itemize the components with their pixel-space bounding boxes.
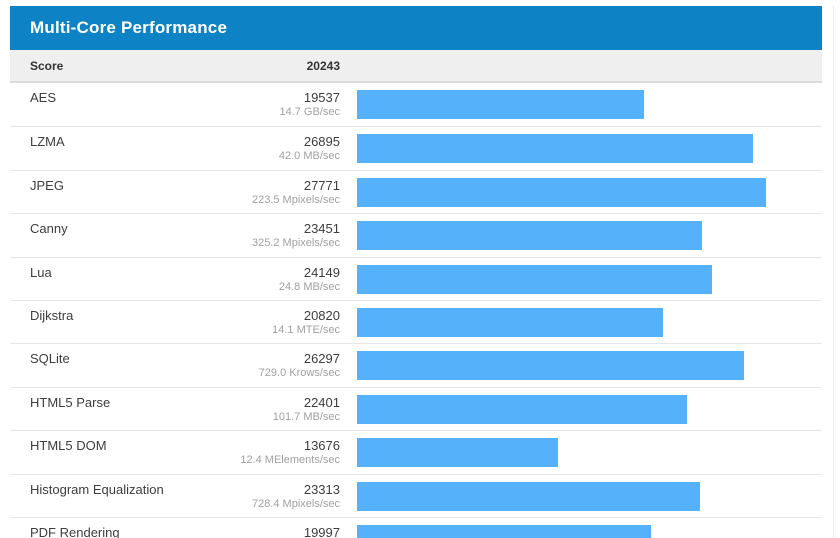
multi-core-performance-panel: Multi-Core Performance Score 20243 AES 1… xyxy=(10,6,822,538)
test-score-cell: 19537 14.7 GB/sec xyxy=(215,83,340,126)
test-score-cell: 24149 24.8 MB/sec xyxy=(215,258,340,300)
test-score-value: 20820 xyxy=(303,307,340,323)
table-row: Lua 24149 24.8 MB/sec xyxy=(10,256,822,300)
bar-track xyxy=(357,214,822,256)
table-row: HTML5 Parse 22401 101.7 MB/sec xyxy=(10,386,822,431)
table-row: JPEG 27771 223.5 Mpixels/sec xyxy=(10,169,822,214)
test-score-value: 19997 xyxy=(303,524,340,538)
benchmark-rows: AES 19537 14.7 GB/sec LZMA 26895 42.0 MB… xyxy=(10,83,822,538)
test-score-cell: 22401 101.7 MB/sec xyxy=(215,388,340,430)
test-score-unit: 24.8 MB/sec xyxy=(278,280,340,293)
bar-track xyxy=(357,431,822,473)
test-name: AES xyxy=(30,90,57,105)
score-bar xyxy=(357,177,766,207)
table-row: AES 19537 14.7 GB/sec xyxy=(10,83,822,127)
test-score-value: 13676 xyxy=(303,438,340,454)
bar-track xyxy=(357,301,822,343)
score-bar xyxy=(357,481,701,511)
score-bar xyxy=(357,221,703,251)
score-bar xyxy=(357,307,664,337)
bar-track xyxy=(357,171,822,213)
bar-track xyxy=(357,388,822,430)
test-score-cell: 19997 xyxy=(215,518,340,538)
panel-title: Multi-Core Performance xyxy=(10,6,822,50)
overall-score-value: 20243 xyxy=(306,58,340,73)
test-score-unit: 729.0 Krows/sec xyxy=(258,367,340,380)
table-row: LZMA 26895 42.0 MB/sec xyxy=(10,126,822,170)
score-bar xyxy=(357,264,713,294)
test-name: LZMA xyxy=(30,134,65,150)
test-score-value: 23451 xyxy=(303,221,340,237)
score-bar xyxy=(357,351,744,381)
table-row: Histogram Equalization 23313 728.4 Mpixe… xyxy=(10,473,822,517)
page-right-edge-divider xyxy=(833,6,834,538)
test-name: JPEG xyxy=(30,177,64,193)
test-score-cell: 20820 14.1 MTE/sec xyxy=(215,301,340,343)
bar-track xyxy=(357,83,822,126)
test-score-unit: 14.7 GB/sec xyxy=(279,106,340,118)
bar-track xyxy=(357,258,822,300)
table-row: PDF Rendering 19997 xyxy=(10,516,822,538)
test-name: HTML5 Parse xyxy=(30,394,111,410)
test-score-cell: 23451 325.2 Mpixels/sec xyxy=(215,214,340,256)
score-bar xyxy=(357,90,645,119)
test-score-unit: 223.5 Mpixels/sec xyxy=(251,193,340,206)
test-score-unit: 101.7 MB/sec xyxy=(272,410,340,423)
test-score-value: 19537 xyxy=(303,90,340,105)
test-score-cell: 23313 728.4 Mpixels/sec xyxy=(215,475,340,517)
table-row: SQLite 26297 729.0 Krows/sec xyxy=(10,343,822,387)
test-name: Lua xyxy=(30,264,52,280)
test-score-unit: 12.4 MElements/sec xyxy=(240,454,340,467)
table-row: Dijkstra 20820 14.1 MTE/sec xyxy=(10,299,822,344)
test-name: SQLite xyxy=(30,351,70,367)
test-score-value: 23313 xyxy=(303,481,340,497)
score-column-label: Score xyxy=(30,58,64,73)
test-score-unit: 325.2 Mpixels/sec xyxy=(251,237,340,250)
score-bar xyxy=(357,134,753,164)
bar-track xyxy=(357,475,822,517)
table-row: HTML5 DOM 13676 12.4 MElements/sec xyxy=(10,430,822,474)
score-bar xyxy=(357,438,559,468)
test-score-unit: 728.4 Mpixels/sec xyxy=(251,497,340,510)
test-score-value: 22401 xyxy=(303,394,340,410)
score-bar xyxy=(357,524,652,538)
test-score-unit: 42.0 MB/sec xyxy=(278,150,340,163)
test-name: Dijkstra xyxy=(30,307,74,323)
test-score-unit: 14.1 MTE/sec xyxy=(272,323,340,336)
table-row: Canny 23451 325.2 Mpixels/sec xyxy=(10,213,822,257)
test-name: PDF Rendering xyxy=(30,524,120,538)
test-score-cell: 27771 223.5 Mpixels/sec xyxy=(215,171,340,213)
test-score-cell: 26895 42.0 MB/sec xyxy=(215,127,340,169)
test-name: HTML5 DOM xyxy=(30,438,107,454)
bar-track xyxy=(357,518,822,538)
test-score-cell: 13676 12.4 MElements/sec xyxy=(215,431,340,473)
bar-track xyxy=(357,344,822,386)
score-bar xyxy=(357,394,687,424)
bar-track xyxy=(357,127,822,169)
test-score-value: 27771 xyxy=(303,177,340,193)
test-name: Histogram Equalization xyxy=(30,481,164,497)
table-header-row: Score 20243 xyxy=(10,50,822,83)
test-score-cell: 26297 729.0 Krows/sec xyxy=(215,344,340,386)
test-score-value: 26297 xyxy=(303,351,340,367)
test-score-value: 24149 xyxy=(303,264,340,280)
test-score-value: 26895 xyxy=(303,134,340,150)
test-name: Canny xyxy=(30,221,68,237)
